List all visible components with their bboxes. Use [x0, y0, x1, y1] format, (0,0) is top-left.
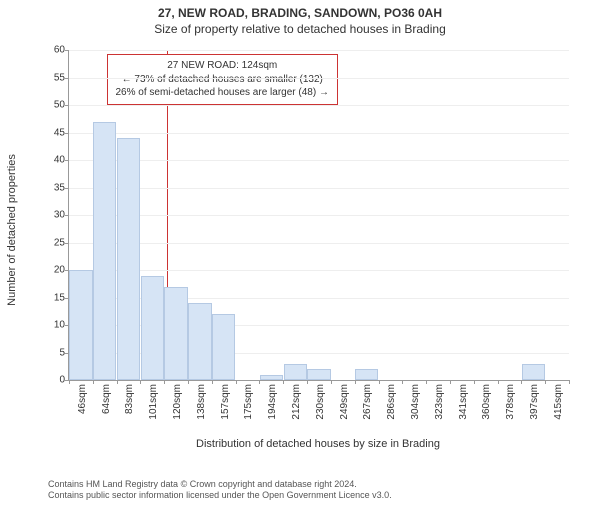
- annotation-line-3: 26% of semi-detached houses are larger (…: [116, 86, 329, 100]
- y-tick-label: 15: [54, 292, 69, 303]
- plot-area: 27 NEW ROAD: 124sqm ← 73% of detached ho…: [68, 50, 569, 381]
- x-tick: [545, 380, 546, 384]
- chart-subtitle: Size of property relative to detached ho…: [0, 22, 600, 36]
- x-tick-label: 194sqm: [267, 384, 278, 420]
- x-tick-label: 415sqm: [553, 384, 564, 420]
- x-tick-label: 341sqm: [458, 384, 469, 420]
- gridline: [69, 133, 569, 134]
- x-axis-label: Distribution of detached houses by size …: [68, 438, 568, 468]
- histogram-bar: [260, 375, 283, 381]
- x-tick-label: 323sqm: [434, 384, 445, 420]
- histogram-bar: [522, 364, 545, 381]
- y-tick-label: 50: [54, 100, 69, 111]
- x-tick-label: 249sqm: [339, 384, 350, 420]
- x-tick-label: 378sqm: [505, 384, 516, 420]
- x-tick-label: 397sqm: [529, 384, 540, 420]
- x-tick: [140, 380, 141, 384]
- x-tick: [521, 380, 522, 384]
- x-tick: [379, 380, 380, 384]
- x-tick: [188, 380, 189, 384]
- x-tick-label: 212sqm: [291, 384, 302, 420]
- x-tick: [402, 380, 403, 384]
- y-tick-label: 5: [59, 347, 69, 358]
- x-tick: [117, 380, 118, 384]
- x-tick: [331, 380, 332, 384]
- annotation-line-1: 27 NEW ROAD: 124sqm: [116, 59, 329, 73]
- histogram-bar: [307, 369, 330, 380]
- x-tick-label: 64sqm: [101, 384, 112, 414]
- x-tick: [307, 380, 308, 384]
- gridline: [69, 105, 569, 106]
- x-tick-label: 83sqm: [124, 384, 135, 414]
- gridline: [69, 188, 569, 189]
- y-tick-label: 30: [54, 210, 69, 221]
- y-tick-label: 0: [59, 375, 69, 386]
- chart-title: 27, NEW ROAD, BRADING, SANDOWN, PO36 0AH: [0, 6, 600, 20]
- y-axis-label: Number of detached properties: [6, 154, 18, 306]
- gridline: [69, 160, 569, 161]
- gridline: [69, 270, 569, 271]
- gridline: [69, 243, 569, 244]
- y-tick-label: 40: [54, 155, 69, 166]
- x-tick: [69, 380, 70, 384]
- x-tick-label: 175sqm: [243, 384, 254, 420]
- x-tick-label: 138sqm: [196, 384, 207, 420]
- x-tick-label: 120sqm: [172, 384, 183, 420]
- histogram-bar: [93, 122, 116, 381]
- y-tick-label: 10: [54, 320, 69, 331]
- histogram-bar: [69, 270, 92, 380]
- x-tick: [355, 380, 356, 384]
- x-tick: [283, 380, 284, 384]
- gridline: [69, 78, 569, 79]
- x-tick: [569, 380, 570, 384]
- x-tick: [93, 380, 94, 384]
- x-tick: [474, 380, 475, 384]
- x-tick: [259, 380, 260, 384]
- chart-area: Number of detached properties 27 NEW ROA…: [48, 50, 578, 410]
- x-tick-label: 286sqm: [386, 384, 397, 420]
- footer-line-1: Contains HM Land Registry data © Crown c…: [48, 479, 392, 491]
- y-tick-label: 35: [54, 182, 69, 193]
- y-tick-label: 55: [54, 72, 69, 83]
- histogram-bar: [355, 369, 378, 380]
- y-tick-label: 25: [54, 237, 69, 248]
- histogram-bar: [164, 287, 187, 381]
- x-tick: [450, 380, 451, 384]
- y-tick-label: 45: [54, 127, 69, 138]
- gridline: [69, 215, 569, 216]
- footer-line-2: Contains public sector information licen…: [48, 490, 392, 502]
- histogram-bar: [212, 314, 235, 380]
- footer-attribution: Contains HM Land Registry data © Crown c…: [48, 479, 392, 502]
- x-tick: [164, 380, 165, 384]
- histogram-bar: [117, 138, 140, 380]
- annotation-box: 27 NEW ROAD: 124sqm ← 73% of detached ho…: [107, 54, 338, 105]
- x-tick-label: 46sqm: [77, 384, 88, 414]
- x-tick: [426, 380, 427, 384]
- x-tick: [212, 380, 213, 384]
- x-tick-label: 157sqm: [220, 384, 231, 420]
- histogram-bar: [141, 276, 164, 381]
- histogram-bar: [188, 303, 211, 380]
- x-tick-label: 101sqm: [148, 384, 159, 420]
- x-tick-label: 230sqm: [315, 384, 326, 420]
- x-tick-label: 304sqm: [410, 384, 421, 420]
- y-tick-label: 60: [54, 45, 69, 56]
- x-tick: [498, 380, 499, 384]
- y-tick-label: 20: [54, 265, 69, 276]
- annotation-line-2: ← 73% of detached houses are smaller (13…: [116, 73, 329, 87]
- x-tick: [236, 380, 237, 384]
- x-tick-label: 360sqm: [481, 384, 492, 420]
- gridline: [69, 50, 569, 51]
- x-tick-label: 267sqm: [362, 384, 373, 420]
- histogram-bar: [284, 364, 307, 381]
